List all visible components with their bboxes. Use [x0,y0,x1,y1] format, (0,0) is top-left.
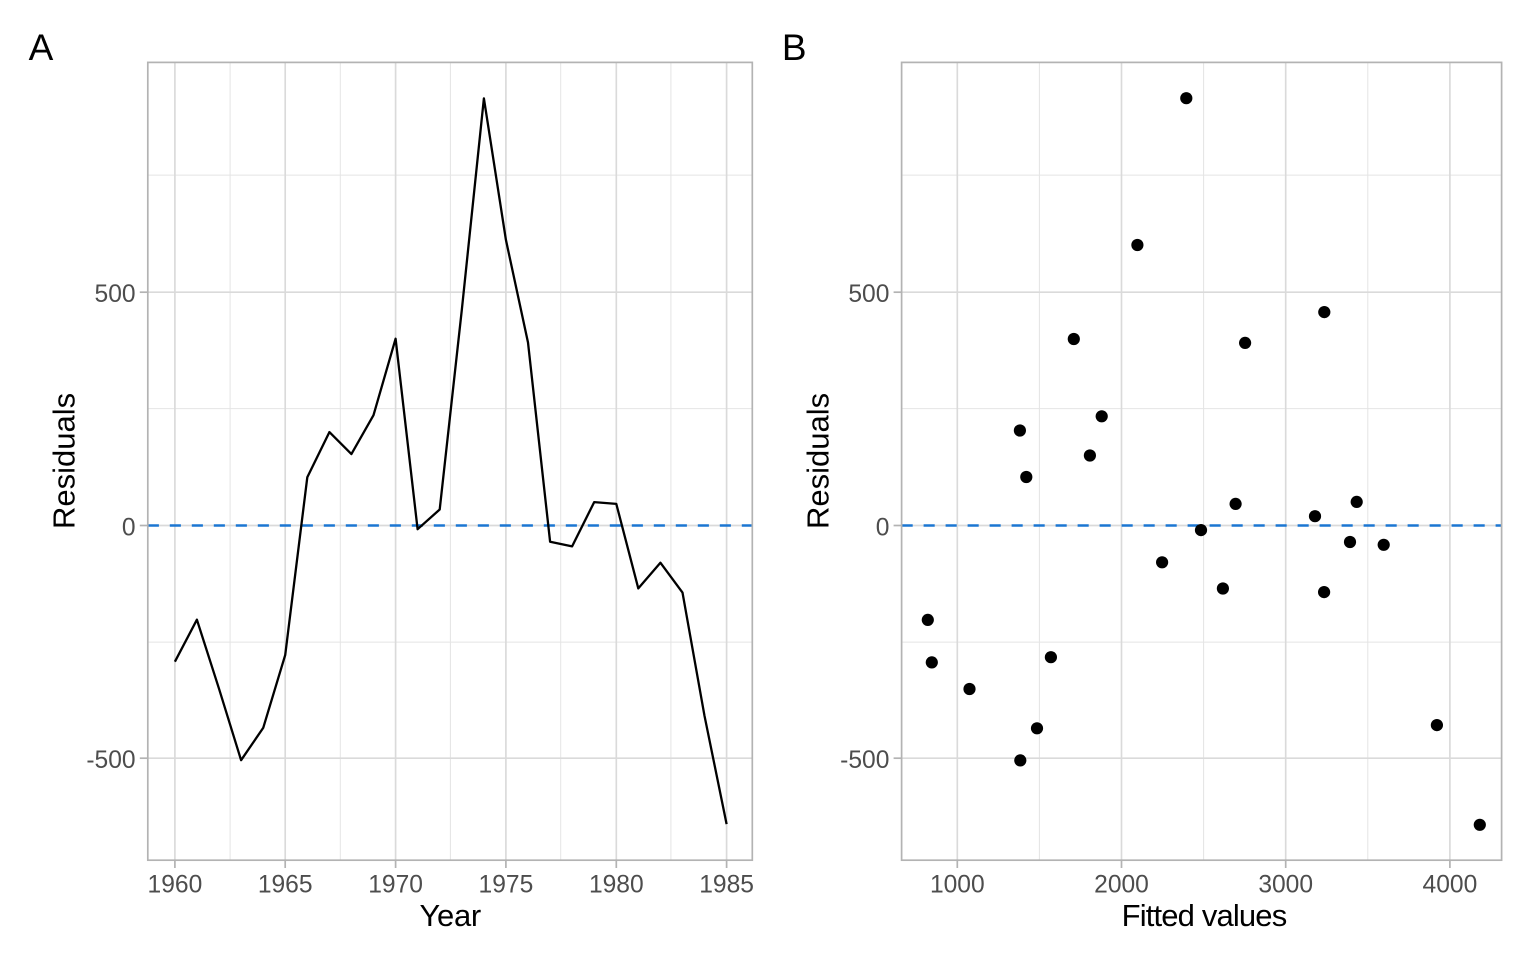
svg-text:1000: 1000 [930,871,985,898]
svg-text:Fitted values: Fitted values [1122,898,1287,933]
svg-text:3000: 3000 [1258,871,1313,898]
svg-text:1980: 1980 [589,871,644,898]
svg-text:1985: 1985 [699,871,754,898]
svg-text:Residuals: Residuals [47,393,82,529]
svg-text:A: A [29,27,54,68]
svg-text:0: 0 [122,514,136,541]
svg-text:4000: 4000 [1423,871,1478,898]
svg-text:Year: Year [419,898,480,933]
svg-text:2000: 2000 [1094,871,1149,898]
svg-text:1960: 1960 [148,871,203,898]
svg-text:Residuals: Residuals [800,393,835,529]
svg-text:500: 500 [95,281,136,308]
svg-text:-500: -500 [86,747,135,774]
svg-text:1970: 1970 [368,871,423,898]
svg-text:0: 0 [876,514,890,541]
svg-text:1975: 1975 [479,871,534,898]
svg-text:500: 500 [848,281,889,308]
svg-text:-500: -500 [840,747,889,774]
svg-text:1965: 1965 [258,871,313,898]
svg-text:B: B [782,27,807,68]
